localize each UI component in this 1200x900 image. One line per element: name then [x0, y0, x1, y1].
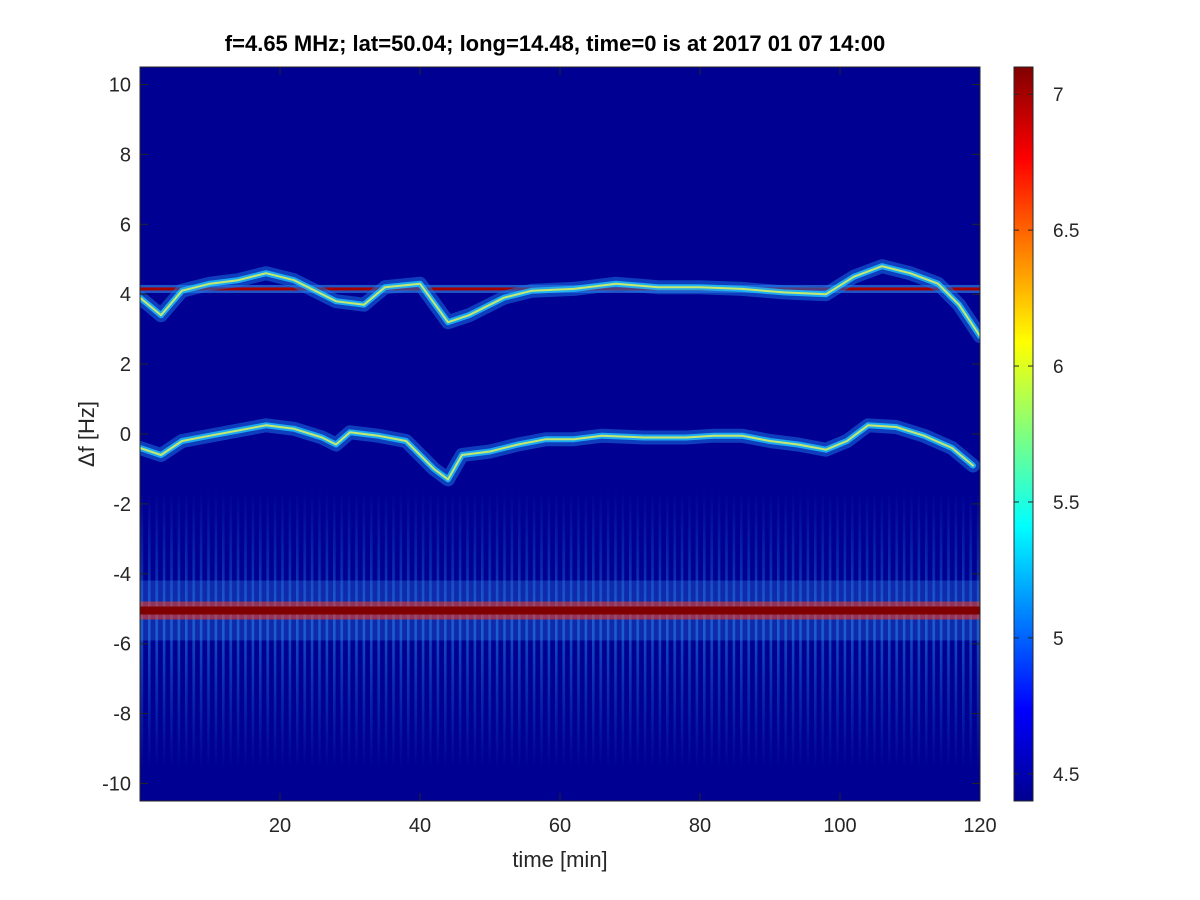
x-tick-label: 120 — [963, 815, 996, 837]
y-tick-label: 0 — [120, 424, 131, 446]
y-tick-label: -2 — [113, 494, 131, 516]
y-tick-label: -6 — [113, 634, 131, 656]
doppler-trace — [140, 259, 980, 344]
plot-area — [139, 66, 981, 802]
y-tick-label: 2 — [120, 354, 131, 376]
x-tick-label: 20 — [269, 815, 291, 837]
x-tick-label: 60 — [549, 815, 571, 837]
y-tick-label: 8 — [120, 144, 131, 166]
y-axis: 10 8 6 4 2 0 -2 -4 -6 -8 -10 — [102, 74, 980, 796]
y-tick-label: 6 — [120, 214, 131, 236]
doppler-trace — [140, 418, 980, 487]
y-tick-label: -4 — [113, 564, 131, 586]
colorbar-tick-label: 6 — [1053, 357, 1064, 378]
y-tick-label: -8 — [113, 704, 131, 726]
x-tick-label: 80 — [689, 815, 711, 837]
y-tick-label: 4 — [120, 284, 131, 306]
colorbar-scale — [1014, 67, 1033, 801]
colorbar-tick-label: 5 — [1053, 629, 1064, 650]
x-axis: 20 40 60 80 100 120 — [269, 67, 997, 837]
pulsed-line-band — [140, 489, 980, 770]
pulsed-line — [140, 606, 980, 615]
x-tick-label: 40 — [409, 815, 431, 837]
x-axis-label: time [min] — [512, 847, 607, 872]
chart-title: f=4.65 MHz; lat=50.04; long=14.48, time=… — [225, 31, 885, 56]
colorbar-tick-label: 7 — [1053, 85, 1064, 106]
y-tick-label: 10 — [109, 74, 131, 96]
colorbar-tick-label: 6.5 — [1053, 221, 1079, 242]
colorbar-tick-label: 5.5 — [1053, 493, 1079, 514]
colorbar-frame — [1013, 66, 1034, 802]
y-tick-label: -10 — [102, 774, 131, 796]
y-axis-label: Δf [Hz] — [74, 401, 99, 467]
x-tick-label: 100 — [823, 815, 856, 837]
colorbar: 4.5 5 5.5 6 6.5 7 — [1013, 66, 1079, 802]
colorbar-tick-label: 4.5 — [1053, 765, 1079, 786]
